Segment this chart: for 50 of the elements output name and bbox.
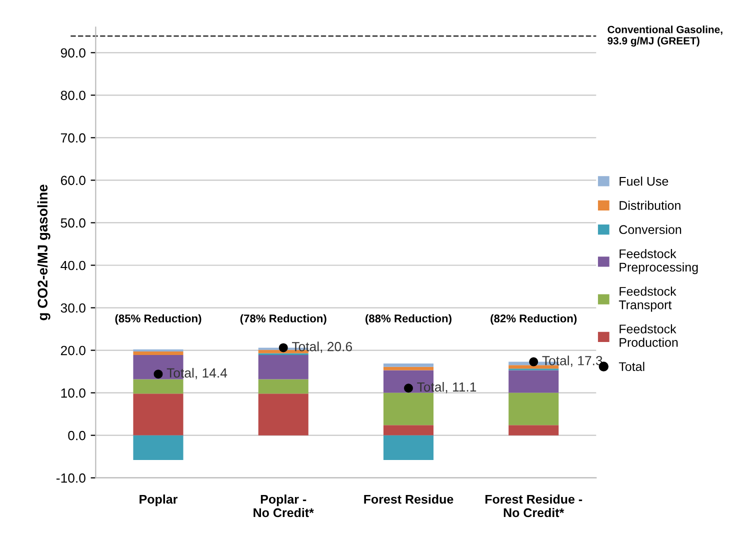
data-label: Total, 20.6 [292, 342, 352, 353]
x-tick-label: Forest Residue - No Credit* [485, 494, 582, 518]
y-tick-label: 20.0 [60, 346, 86, 356]
bar [508, 425, 559, 436]
y-tick-label: -10.0 [56, 473, 86, 483]
x-tick-label: Forest Residue [364, 494, 454, 504]
bar [383, 435, 434, 460]
y-tick-label: 50.0 [60, 218, 86, 228]
annotation: (85% Reduction) [115, 314, 202, 325]
bar [383, 363, 434, 367]
bar [133, 379, 184, 394]
point [529, 357, 538, 366]
x-tick-label: Poplar - No Credit* [254, 494, 314, 518]
y-tick-label: 90.0 [60, 48, 86, 58]
legend-label: Conversion [619, 224, 682, 234]
ref-line-label: Conventional Gasoline, 93.9 g/MJ (GREET) [608, 26, 722, 47]
bar [133, 435, 184, 460]
bar [383, 366, 434, 370]
bar [508, 392, 559, 426]
bar [133, 394, 184, 436]
bar [383, 425, 434, 436]
legend-label: Fuel Use [620, 176, 668, 186]
bar [383, 392, 434, 426]
x-tick-label: Poplar [140, 494, 178, 506]
legend-label: Feedstock Transport [618, 286, 676, 312]
y-tick-label: 60.0 [60, 176, 86, 186]
y-tick-label: 0.0 [68, 430, 86, 440]
annotation: (88% Reduction) [366, 314, 452, 325]
bar [133, 349, 184, 352]
bar [258, 394, 308, 436]
bar [508, 370, 559, 393]
bar [133, 352, 184, 355]
annotation: (78% Reduction) [240, 314, 326, 325]
y-tick-label: 80.0 [60, 90, 86, 100]
bar [508, 365, 559, 369]
y-tick-label: 30.0 [60, 303, 86, 313]
legend-label: Feedstock Preprocessing [620, 249, 698, 274]
legend-label: Distribution [620, 200, 680, 210]
bar [258, 354, 308, 380]
point [278, 343, 288, 352]
legend-label: Feedstock Production [620, 324, 678, 347]
y-tick-label: 40.0 [60, 260, 86, 270]
point [154, 370, 163, 379]
bar [258, 379, 308, 394]
y-axis-title: g CO2-e/MJ gasoline [37, 184, 50, 320]
y-tick-label: 10.0 [61, 388, 86, 398]
point [404, 384, 413, 393]
legend-label: Total [618, 362, 644, 372]
annotation: (82% Reduction) [490, 314, 577, 325]
y-tick-label: 70.0 [60, 133, 86, 143]
